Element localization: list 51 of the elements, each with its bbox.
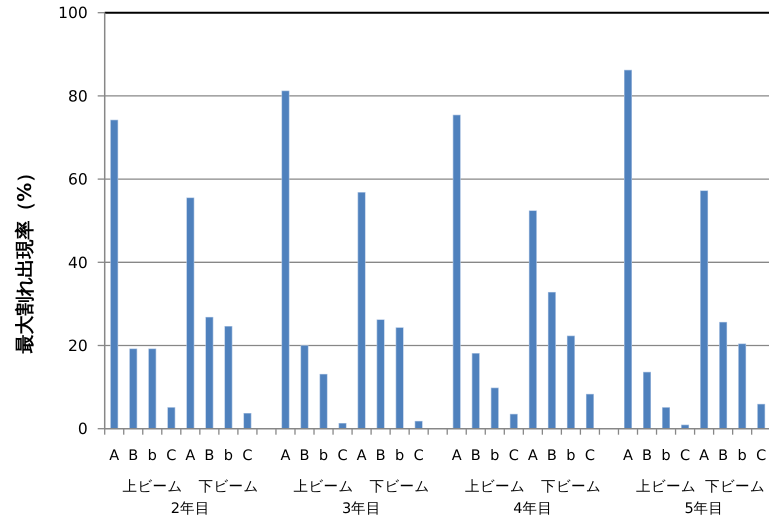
x-tick-label: C bbox=[584, 448, 595, 464]
x-tick-label: A bbox=[185, 448, 196, 464]
x-tick-label: b bbox=[490, 448, 500, 464]
x-tick-label: A bbox=[356, 448, 367, 464]
text: 上ビーム bbox=[294, 478, 354, 495]
y-tick-label: 100 bbox=[58, 4, 88, 22]
x-tick-label: B bbox=[642, 448, 652, 464]
text: 3年目 bbox=[342, 500, 382, 517]
text: 上ビーム bbox=[464, 478, 525, 495]
x-tick-label: C bbox=[166, 448, 176, 464]
x-tick-label: b bbox=[738, 448, 747, 464]
x-tick-label: C bbox=[680, 448, 690, 464]
x-tick-label: A bbox=[699, 448, 710, 464]
x-tick-label: B bbox=[300, 448, 310, 464]
x-tick-label: B bbox=[470, 448, 481, 464]
x-tick-label: b bbox=[224, 448, 233, 464]
text: 下ビーム bbox=[370, 479, 430, 495]
x-tick-label: A bbox=[280, 448, 291, 464]
y-tick-label: 40 bbox=[68, 254, 88, 272]
x-tick-label: b bbox=[566, 448, 576, 464]
x-tick-label: A bbox=[109, 448, 120, 464]
x-tick-label: b bbox=[395, 448, 404, 464]
text: 4年目 bbox=[513, 500, 552, 517]
text: 2年目 bbox=[170, 500, 210, 517]
x-tick-label: B bbox=[546, 448, 557, 464]
text: 上ビーム bbox=[122, 478, 182, 495]
x-tick-label: A bbox=[623, 448, 634, 464]
x-tick-label: b bbox=[661, 448, 671, 464]
text: 下ビーム bbox=[198, 479, 258, 495]
text: 下ビーム bbox=[540, 479, 601, 495]
x-tick-label: A bbox=[528, 448, 538, 464]
x-tick-label: C bbox=[242, 448, 252, 464]
text: 5年目 bbox=[684, 500, 724, 517]
y-tick-label: 60 bbox=[68, 170, 88, 189]
y-axis-title: 最大割れ出現率（%） bbox=[14, 164, 36, 355]
text: 上ビーム bbox=[636, 478, 696, 495]
x-tick-label: b bbox=[318, 448, 328, 464]
x-tick-label: B bbox=[718, 448, 728, 464]
y-tick-label: 20 bbox=[68, 337, 88, 355]
x-tick-label: B bbox=[128, 448, 138, 464]
x-tick-label: B bbox=[376, 448, 386, 464]
x-tick-label: B bbox=[204, 448, 214, 464]
x-tick-label: b bbox=[148, 448, 157, 464]
y-tick-label: 0 bbox=[78, 420, 88, 438]
x-tick-label: C bbox=[508, 448, 519, 464]
x-tick-label: C bbox=[414, 448, 424, 464]
text: 下ビーム bbox=[705, 479, 765, 495]
x-tick-label: C bbox=[337, 448, 348, 464]
x-tick-label: C bbox=[756, 448, 766, 464]
y-tick-label: 80 bbox=[68, 87, 88, 106]
x-tick-label: A bbox=[452, 448, 462, 464]
